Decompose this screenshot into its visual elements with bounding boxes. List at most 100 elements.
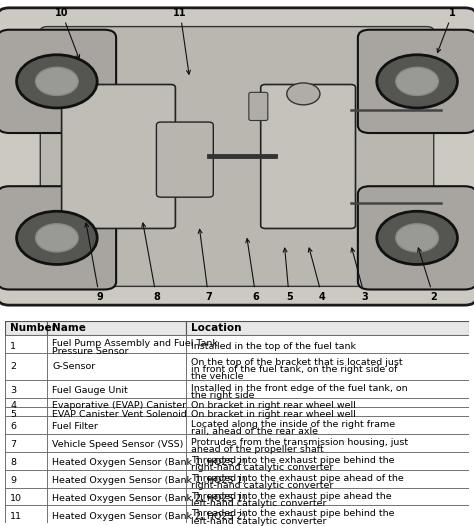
Text: Name: Name	[52, 323, 86, 333]
Circle shape	[36, 224, 78, 252]
Text: Heated Oxygen Sensor (Bank 1, HO2S 1): Heated Oxygen Sensor (Bank 1, HO2S 1)	[52, 476, 246, 485]
FancyBboxPatch shape	[249, 93, 268, 120]
Text: 4: 4	[10, 401, 16, 410]
Bar	[186, 321, 469, 336]
Text: G-Sensor: G-Sensor	[52, 362, 95, 371]
Text: 7: 7	[10, 440, 16, 449]
Text: Protrudes from the transmission housing, just: Protrudes from the transmission housing,…	[191, 438, 409, 447]
Text: 8: 8	[10, 458, 16, 467]
Text: Installed in the front edge of the fuel tank, on: Installed in the front edge of the fuel …	[191, 384, 408, 393]
Text: On bracket in right rear wheel well: On bracket in right rear wheel well	[191, 401, 356, 410]
Text: Heated Oxygen Sensor (Bank 1, HO2S 2): Heated Oxygen Sensor (Bank 1, HO2S 2)	[52, 458, 246, 467]
Text: Threaded into the exhaust pipe ahead of the: Threaded into the exhaust pipe ahead of …	[191, 473, 404, 483]
Text: rail, ahead of the rear axle: rail, ahead of the rear axle	[191, 427, 319, 436]
Bar	[186, 336, 469, 353]
Bar	[186, 398, 469, 407]
Text: the vehicle: the vehicle	[191, 372, 244, 381]
Text: EVAP Canister Vent Solenoid: EVAP Canister Vent Solenoid	[52, 410, 187, 419]
Circle shape	[287, 83, 320, 105]
Bar	[5, 488, 46, 505]
Circle shape	[17, 211, 97, 265]
Bar	[46, 398, 186, 407]
Text: 7: 7	[198, 229, 212, 302]
Circle shape	[377, 55, 457, 108]
Bar	[5, 505, 46, 523]
Text: the right side: the right side	[191, 391, 255, 400]
Text: Vehicle Speed Sensor (VSS): Vehicle Speed Sensor (VSS)	[52, 440, 183, 449]
Bar	[186, 488, 469, 505]
Text: Threaded into the exhaust pipe behind the: Threaded into the exhaust pipe behind th…	[191, 456, 395, 464]
Text: On the top of the bracket that is located just: On the top of the bracket that is locate…	[191, 358, 403, 367]
Bar	[46, 407, 186, 416]
Text: 6: 6	[246, 239, 259, 302]
Text: 2: 2	[418, 248, 437, 302]
Text: 9: 9	[85, 223, 103, 302]
Text: right-hand catalytic converter: right-hand catalytic converter	[191, 463, 334, 472]
Bar	[5, 452, 46, 470]
Text: 11: 11	[173, 7, 191, 74]
Bar	[46, 488, 186, 505]
Text: Installed in the top of the fuel tank: Installed in the top of the fuel tank	[191, 341, 356, 350]
Bar	[5, 407, 46, 416]
Text: 6: 6	[10, 422, 16, 431]
Bar	[46, 434, 186, 452]
Bar	[5, 398, 46, 407]
Circle shape	[396, 224, 438, 252]
Text: Heated Oxygen Sensor (Bank 2, HO2S 2): Heated Oxygen Sensor (Bank 2, HO2S 2)	[52, 512, 246, 521]
Text: ahead of the propeller shaft: ahead of the propeller shaft	[191, 445, 324, 454]
Text: 3: 3	[10, 386, 17, 395]
Bar	[186, 452, 469, 470]
Bar	[5, 416, 46, 434]
Text: 8: 8	[142, 223, 160, 302]
Text: 3: 3	[351, 248, 368, 302]
Bar	[5, 353, 46, 380]
FancyBboxPatch shape	[358, 30, 474, 133]
Text: Threaded into the exhaust pipe ahead the: Threaded into the exhaust pipe ahead the	[191, 491, 392, 501]
Bar	[186, 407, 469, 416]
Bar	[46, 321, 186, 336]
FancyBboxPatch shape	[0, 30, 116, 133]
Text: Heated Oxygen Sensor (Bank 2, HO2S 1): Heated Oxygen Sensor (Bank 2, HO2S 1)	[52, 494, 246, 503]
Bar	[46, 353, 186, 380]
Bar	[46, 380, 186, 398]
Bar	[46, 505, 186, 523]
FancyBboxPatch shape	[156, 122, 213, 197]
Bar	[5, 470, 46, 488]
Circle shape	[36, 67, 78, 95]
Bar	[186, 416, 469, 434]
Text: 9: 9	[10, 476, 16, 485]
Bar	[186, 470, 469, 488]
Bar	[5, 434, 46, 452]
Text: Threaded into the exhaust pipe behind the: Threaded into the exhaust pipe behind th…	[191, 509, 395, 519]
Text: right-hand catalytic converter: right-hand catalytic converter	[191, 481, 334, 490]
Text: 10: 10	[10, 494, 22, 503]
Text: Location: Location	[191, 323, 242, 333]
FancyBboxPatch shape	[62, 85, 175, 228]
Text: On bracket in right rear wheel well: On bracket in right rear wheel well	[191, 410, 356, 419]
Text: Number: Number	[10, 323, 57, 333]
Bar	[186, 353, 469, 380]
Text: 11: 11	[10, 512, 22, 521]
Bar	[5, 336, 46, 353]
FancyBboxPatch shape	[0, 186, 116, 289]
Text: left-hand catalytic converter: left-hand catalytic converter	[191, 517, 327, 525]
Text: Fuel Gauge Unit: Fuel Gauge Unit	[52, 386, 128, 395]
Text: Located along the inside of the right frame: Located along the inside of the right fr…	[191, 420, 396, 429]
Text: in front of the fuel tank, on the right side of: in front of the fuel tank, on the right …	[191, 366, 398, 375]
Bar	[46, 336, 186, 353]
Bar	[46, 470, 186, 488]
Bar	[5, 321, 46, 336]
Text: Pressure Sensor: Pressure Sensor	[52, 347, 128, 356]
Bar	[5, 380, 46, 398]
Text: 5: 5	[10, 410, 16, 419]
Circle shape	[377, 211, 457, 265]
Bar	[46, 416, 186, 434]
Text: 1: 1	[437, 7, 456, 53]
FancyBboxPatch shape	[358, 186, 474, 289]
Text: 1: 1	[10, 341, 16, 350]
Circle shape	[17, 55, 97, 108]
Bar	[186, 505, 469, 523]
Text: Fuel Filter: Fuel Filter	[52, 422, 98, 431]
Text: 5: 5	[283, 248, 292, 302]
FancyBboxPatch shape	[261, 85, 356, 228]
